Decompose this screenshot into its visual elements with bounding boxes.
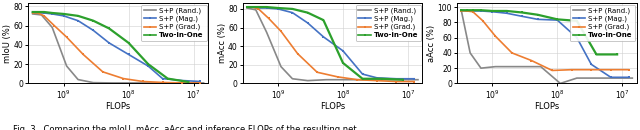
X-axis label: FLOPs: FLOPs <box>106 102 131 111</box>
X-axis label: FLOPs: FLOPs <box>320 102 345 111</box>
Y-axis label: mIoU (%): mIoU (%) <box>3 24 12 63</box>
Legend: S+P (Rand.), S+P (Mag.), S+P (Grad.), Two-in-One: S+P (Rand.), S+P (Mag.), S+P (Grad.), Tw… <box>141 5 207 41</box>
Legend: S+P (Rand.), S+P (Mag.), S+P (Grad.), Two-in-One: S+P (Rand.), S+P (Mag.), S+P (Grad.), Tw… <box>356 5 421 41</box>
Text: Fig. 3.  Comparing the mIoU, mAcc, aAcc and inference FLOPs of the resulting net: Fig. 3. Comparing the mIoU, mAcc, aAcc a… <box>13 125 356 130</box>
X-axis label: FLOPs: FLOPs <box>534 102 559 111</box>
Y-axis label: mAcc (%): mAcc (%) <box>218 23 227 63</box>
Legend: S+P (Rand.), S+P (Mag.), S+P (Grad.), Two-in-One: S+P (Rand.), S+P (Mag.), S+P (Grad.), Tw… <box>570 5 636 41</box>
Y-axis label: aAcc (%): aAcc (%) <box>428 25 436 62</box>
